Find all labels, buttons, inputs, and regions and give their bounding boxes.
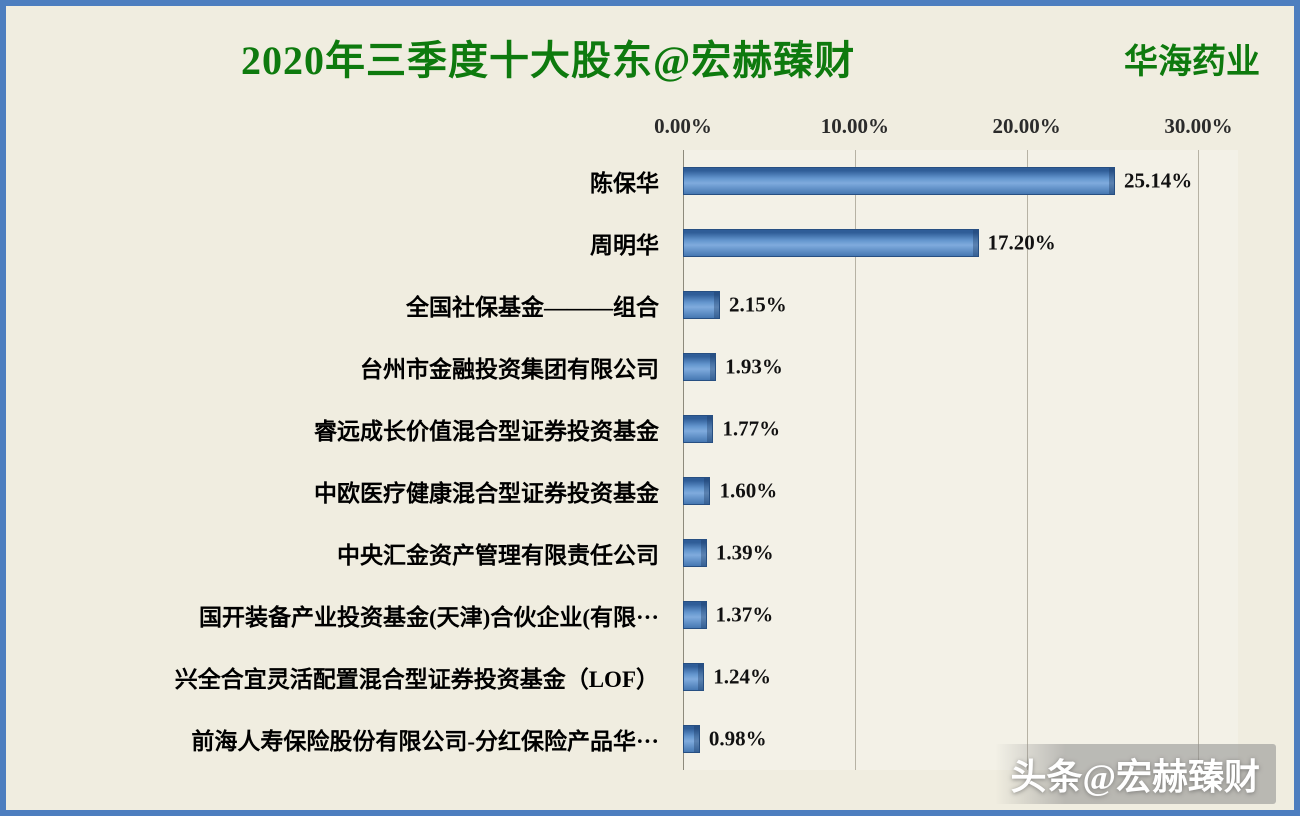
category-label: 周明华 [590,233,659,258]
chart-row: 国开装备产业投资基金(天津)合伙企业(有限··· 1.37% [6,584,1238,646]
bar [683,415,714,443]
chart-row: 全国社保基金———组合 2.15% [6,274,1238,336]
watermark: 头条@宏赫臻财 [994,744,1276,804]
bar-track: 1.60% [683,460,1238,522]
bar-track: 1.37% [683,584,1238,646]
bar [683,539,707,567]
category-label: 国开装备产业投资基金(天津)合伙企业(有限··· [199,605,659,630]
bar-track: 1.93% [683,336,1238,398]
axis-tick-label: 20.00% [992,114,1061,138]
page-title: 2020年三季度十大股东@宏赫臻财 [241,38,856,83]
category-label: 睿远成长价值混合型证券投资基金 [314,419,659,444]
chart-row: 前海人寿保险股份有限公司-分红保险产品华··· 0.98% [6,708,1238,770]
bar-chart: 0.00% 10.00% 20.00% 30.00% 陈保华 25.14% 周明华 17.2… [6,114,1238,770]
bar-value-label: 1.37% [715,602,774,627]
bar [683,229,979,257]
bar [683,663,705,691]
chart-row: 台州市金融投资集团有限公司 1.93% [6,336,1238,398]
company-name: 华海药业 [1124,44,1260,81]
chart-row: 中央汇金资产管理有限责任公司 1.39% [6,522,1238,584]
bar-value-label: 2.15% [728,292,787,317]
chart-row: 兴全合宜灵活配置混合型证券投资基金（LOF） 1.24% [6,646,1238,708]
bar-track: 17.20% [683,212,1238,274]
category-label: 中欧医疗健康混合型证券投资基金 [314,481,659,506]
gridline [683,150,684,770]
bar-track: 1.77% [683,398,1238,460]
gridline [1026,150,1028,770]
chart-row: 周明华 17.20% [6,212,1238,274]
chart-rows: 陈保华 25.14% 周明华 17.20% 全国社保基金———组合 2.15% 台州市金融投… [6,150,1238,770]
category-label: 兴全合宜灵活配置混合型证券投资基金（LOF） [174,667,659,692]
bar [683,601,707,629]
bar-track: 0.98% [683,708,1238,770]
bar-track: 2.15% [683,274,1238,336]
bar-value-label: 1.93% [725,354,783,379]
bar-track: 1.39% [683,522,1238,584]
axis-tick-label: 0.00% [654,114,712,138]
axis-ticks: 0.00% 10.00% 20.00% 30.00% [654,114,1238,144]
bar-value-label: 1.24% [713,664,772,689]
category-label: 前海人寿保险股份有限公司-分红保险产品华··· [191,729,659,754]
bar-value-label: 17.20% [987,230,1056,255]
bar-value-label: 25.14% [1123,168,1193,193]
chart-row: 睿远成长价值混合型证券投资基金 1.77% [6,398,1238,460]
category-label: 陈保华 [590,171,659,196]
bar [683,291,720,319]
bar-value-label: 1.77% [722,416,781,441]
bar [683,725,700,753]
gridline [1198,150,1200,770]
bar-value-label: 0.98% [708,726,767,751]
bar [683,353,717,381]
axis-tick-label: 10.00% [820,114,889,138]
bar-value-label: 1.39% [715,540,774,565]
bar-track: 25.14% [683,150,1238,212]
chart-row: 中欧医疗健康混合型证券投资基金 1.60% [6,460,1238,522]
axis-tick-label: 30.00% [1164,114,1233,138]
category-label: 台州市金融投资集团有限公司 [360,357,659,382]
chart-row: 陈保华 25.14% [6,150,1238,212]
category-label: 全国社保基金———组合 [406,295,659,320]
gridline [854,150,856,770]
bar-track: 1.24% [683,646,1238,708]
category-label: 中央汇金资产管理有限责任公司 [337,543,659,568]
bar [683,167,1115,195]
bar-value-label: 1.60% [719,478,778,503]
bar [683,477,711,505]
